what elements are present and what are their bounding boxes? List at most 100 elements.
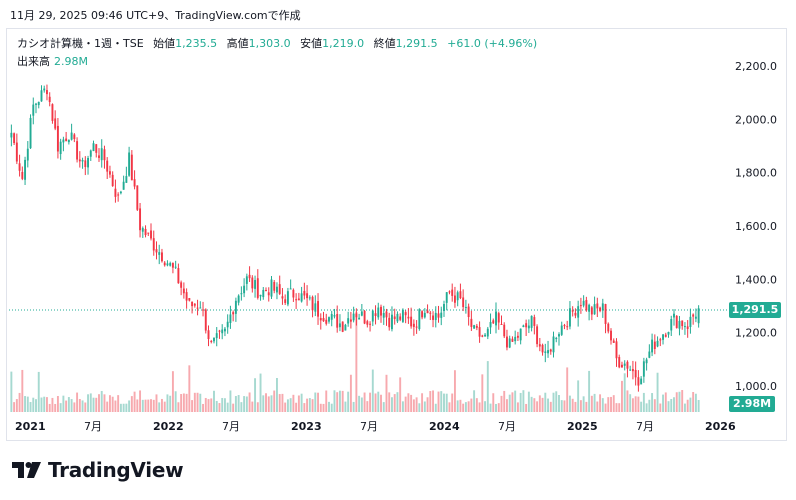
candle-body <box>631 369 634 372</box>
x-axis: 2021 7月 2022 7月 2023 7月 2024 7月 2025 7月 2026 <box>15 420 736 433</box>
volume-bar <box>284 402 287 412</box>
volume-bar <box>295 402 298 412</box>
volume-bar <box>40 397 43 412</box>
candle-body <box>54 118 57 129</box>
volume-bar <box>678 391 681 412</box>
volume-bar <box>89 393 92 412</box>
candle-body <box>98 155 100 158</box>
candle-body <box>177 268 180 284</box>
candle-body <box>37 101 40 106</box>
candle-body <box>221 329 224 334</box>
candle-body <box>423 312 426 318</box>
candle-body <box>448 291 451 293</box>
candle-body <box>678 320 681 329</box>
candle-body <box>171 263 174 268</box>
y-tick-label: 1,800.0 <box>735 167 777 180</box>
volume-bar <box>322 403 325 412</box>
candle-body <box>533 317 536 326</box>
volume-bar <box>243 396 246 412</box>
candle-body <box>300 293 303 302</box>
volume-bar <box>218 403 221 412</box>
candle-body <box>525 323 528 328</box>
candle-body <box>659 339 662 341</box>
volume-bar <box>377 391 380 412</box>
volume-bar <box>59 403 62 412</box>
candle-body <box>648 351 651 358</box>
candle-body <box>473 325 476 329</box>
candle-body <box>254 280 257 289</box>
volume-bar <box>618 403 621 412</box>
candle-body <box>489 322 492 328</box>
candle-body <box>73 134 76 140</box>
volume-bar <box>144 399 147 412</box>
volume-bar <box>566 367 569 412</box>
candle-body <box>84 160 87 167</box>
volume-bar <box>574 401 577 412</box>
volume-bar <box>380 394 382 412</box>
volume-bar <box>506 399 508 412</box>
volume-bar <box>229 390 232 412</box>
candle-body <box>484 334 487 337</box>
volume-bar <box>675 392 678 412</box>
volume-bar <box>514 390 517 412</box>
x-tick-label: 2022 <box>153 420 184 433</box>
candle-body <box>547 350 549 354</box>
candle-body <box>478 327 481 337</box>
volume-bar <box>511 392 514 412</box>
volume-bar <box>508 394 511 412</box>
volume-bar <box>670 398 673 412</box>
candle-body <box>481 335 484 337</box>
volume-bar <box>106 401 109 412</box>
candle-body <box>81 160 84 162</box>
candle-body <box>213 337 215 342</box>
volume-bar <box>177 402 180 412</box>
volume-bar <box>585 401 588 412</box>
volume-bar <box>560 400 563 412</box>
volume-bar <box>659 403 662 412</box>
volume-bar <box>432 390 434 412</box>
volume-bar <box>18 392 21 412</box>
candle-body <box>289 288 292 290</box>
volume-bar <box>473 390 476 412</box>
candle-body <box>640 378 643 385</box>
chart-frame[interactable] <box>6 28 787 441</box>
candle-body <box>328 317 330 322</box>
candle-body <box>418 309 421 330</box>
volume-bar <box>475 398 478 412</box>
candle-body <box>410 316 413 327</box>
candle-body <box>369 323 372 325</box>
candle-body <box>210 341 213 343</box>
volume-bar <box>547 398 549 412</box>
x-tick-label: 7月 <box>222 420 240 433</box>
volume-bar <box>196 392 199 412</box>
volume-bar <box>568 395 571 412</box>
volume-bar <box>467 401 470 412</box>
volume-bar <box>171 371 174 412</box>
candle-body <box>128 152 131 176</box>
volume-bar <box>577 380 580 412</box>
candle-body <box>108 171 111 175</box>
volume-bar <box>489 403 492 412</box>
candle-body <box>46 90 48 95</box>
volume-bar <box>426 397 429 412</box>
tradingview-logo[interactable]: TradingView <box>12 458 184 482</box>
candle-body <box>675 315 678 328</box>
volume-bar <box>67 397 70 412</box>
volume-bar <box>43 396 46 412</box>
candle-body <box>412 323 415 327</box>
volume-bar <box>349 374 352 412</box>
volume-bar <box>46 397 48 412</box>
candle-body <box>360 311 363 316</box>
volume-bar <box>423 401 426 412</box>
volume-bar <box>139 390 142 412</box>
candle-body <box>163 262 166 266</box>
volume-bar <box>119 403 122 412</box>
volume-bar <box>308 398 311 412</box>
volume-legend: 出来高 2.98M <box>17 53 88 69</box>
candle-body <box>40 90 43 102</box>
volume-bar <box>341 390 344 412</box>
volume-label: 出来高 <box>17 55 50 68</box>
x-tick-label: 7月 <box>84 420 102 433</box>
volume-bar <box>697 400 700 412</box>
